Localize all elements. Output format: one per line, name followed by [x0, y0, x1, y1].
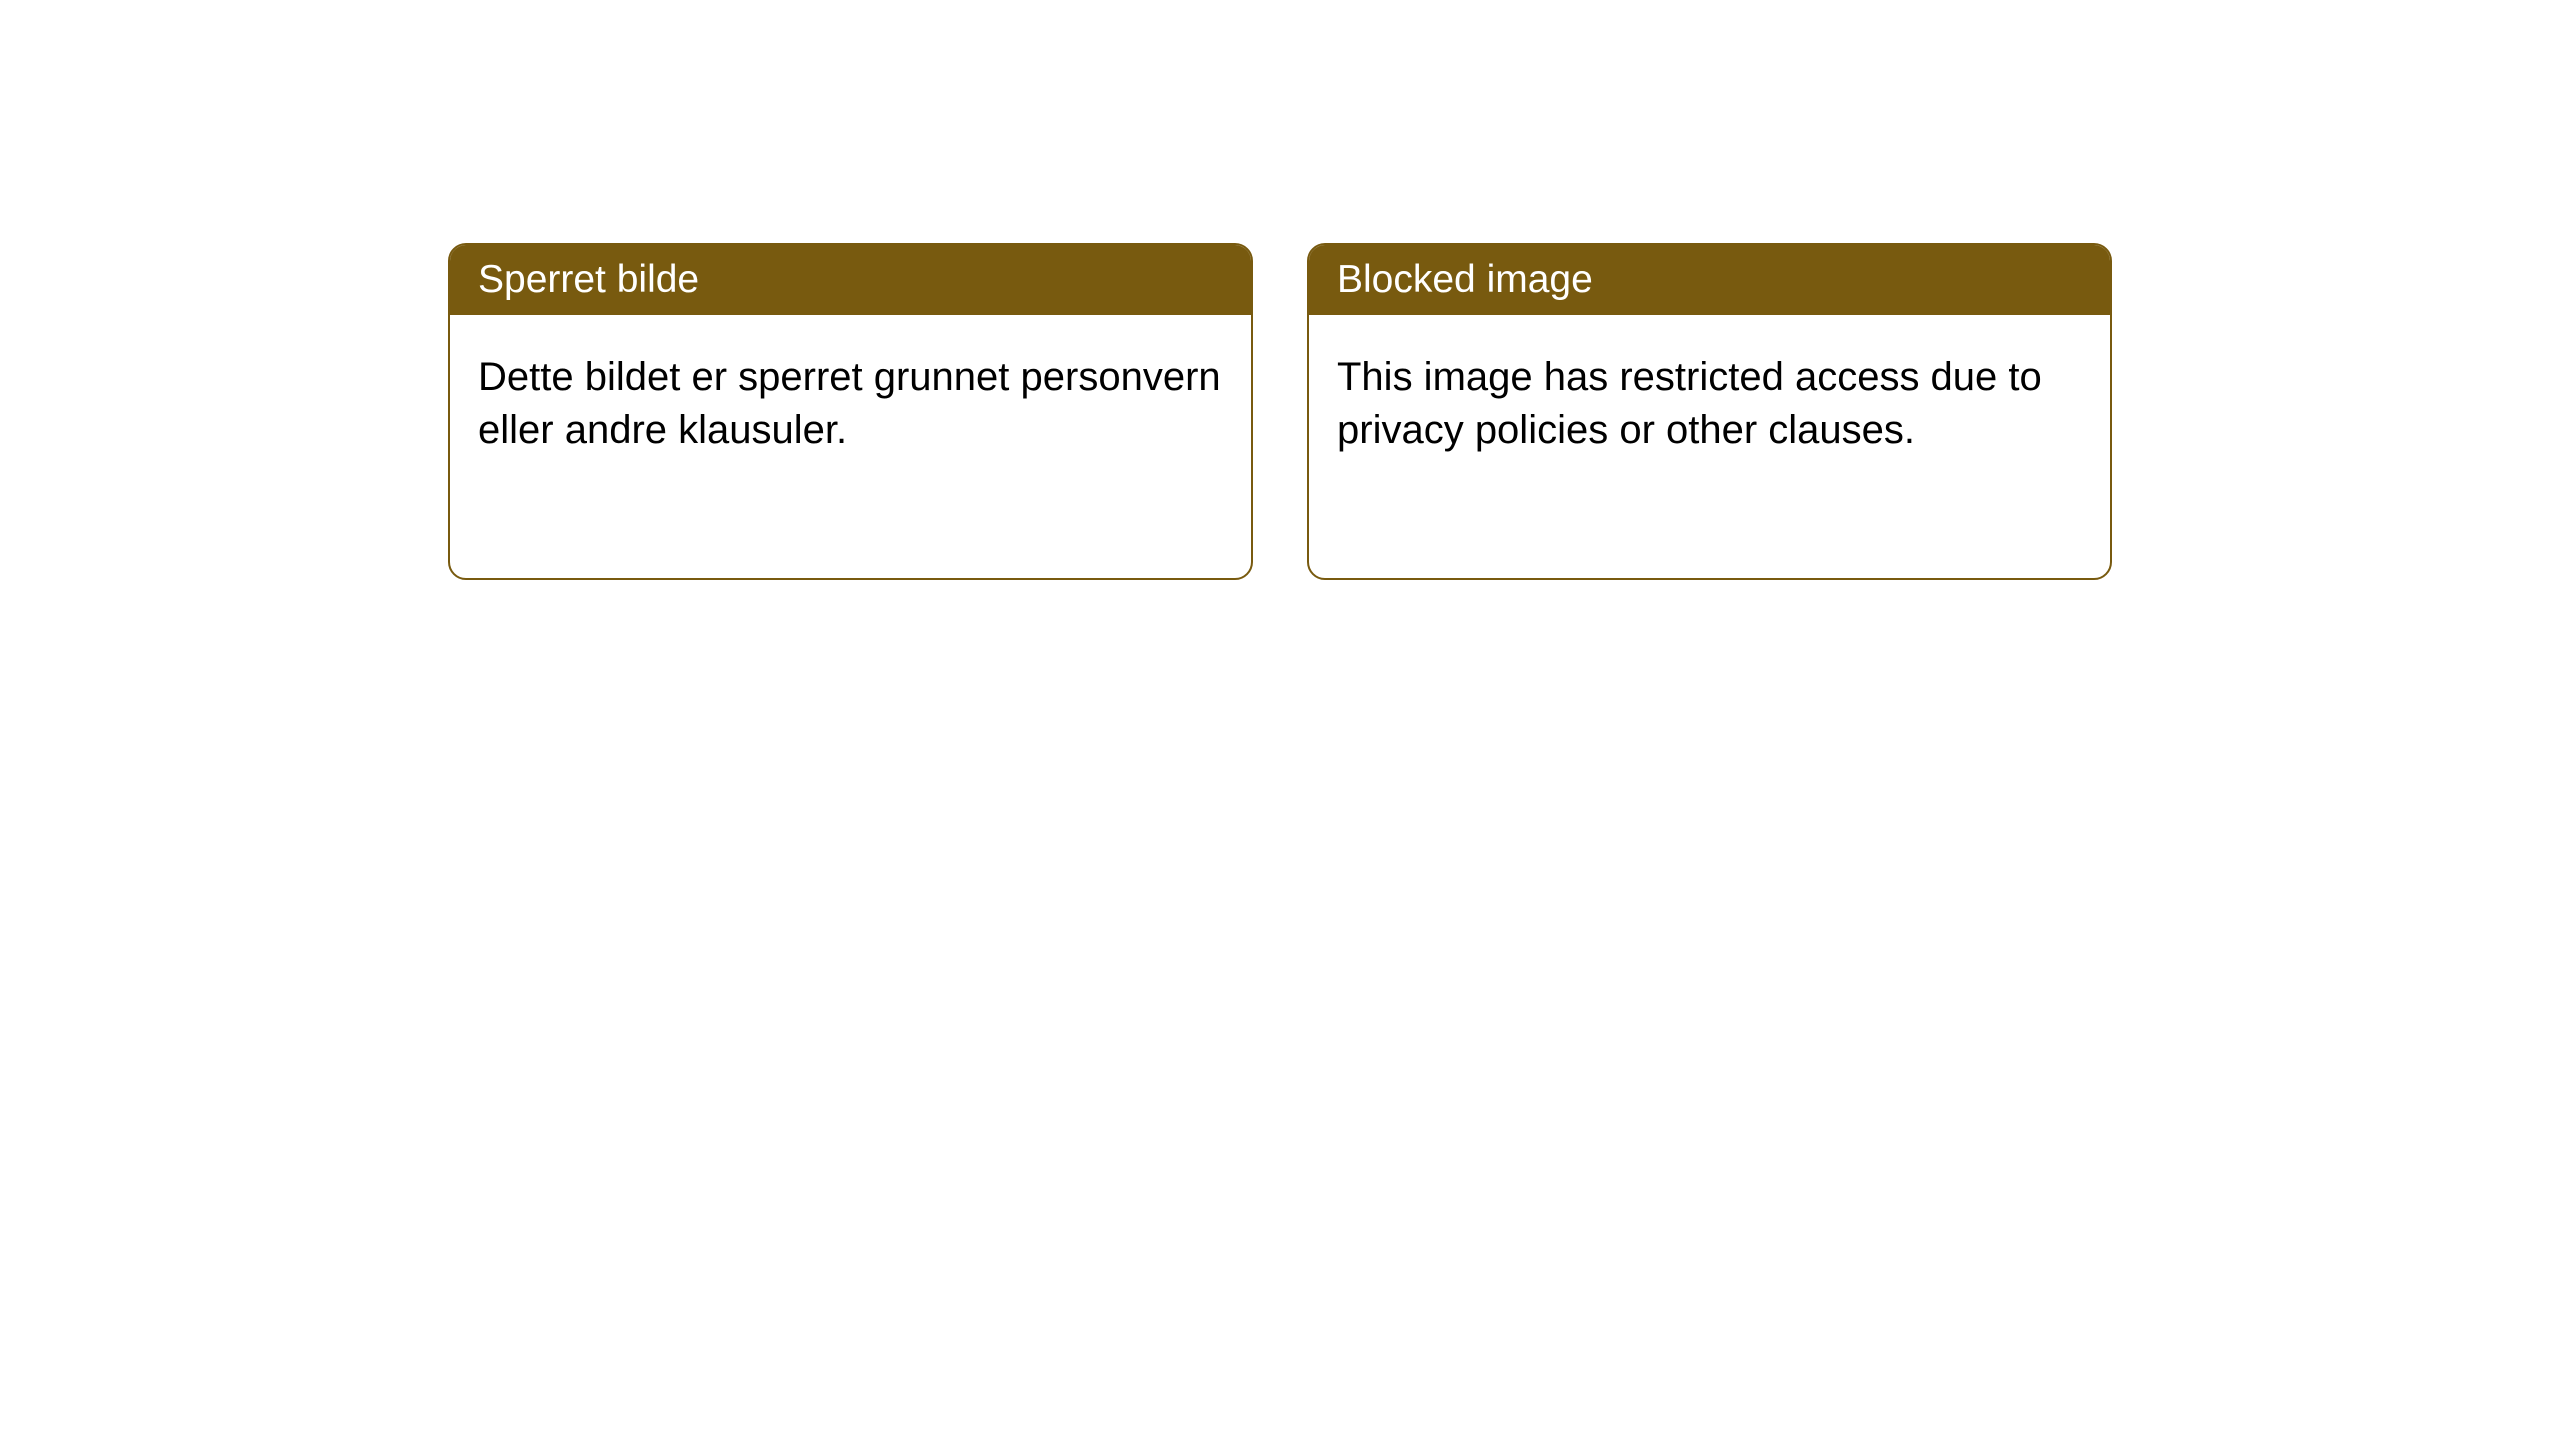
- notice-card-english: Blocked image This image has restricted …: [1307, 243, 2112, 580]
- notice-header: Blocked image: [1309, 245, 2110, 315]
- notice-header: Sperret bilde: [450, 245, 1251, 315]
- notice-body: This image has restricted access due to …: [1309, 315, 2110, 493]
- notice-text: This image has restricted access due to …: [1337, 355, 2042, 452]
- notice-container: Sperret bilde Dette bildet er sperret gr…: [0, 0, 2560, 580]
- notice-text: Dette bildet er sperret grunnet personve…: [478, 355, 1221, 452]
- notice-title: Sperret bilde: [478, 258, 699, 301]
- notice-title: Blocked image: [1337, 258, 1593, 301]
- notice-card-norwegian: Sperret bilde Dette bildet er sperret gr…: [448, 243, 1253, 580]
- notice-body: Dette bildet er sperret grunnet personve…: [450, 315, 1251, 493]
